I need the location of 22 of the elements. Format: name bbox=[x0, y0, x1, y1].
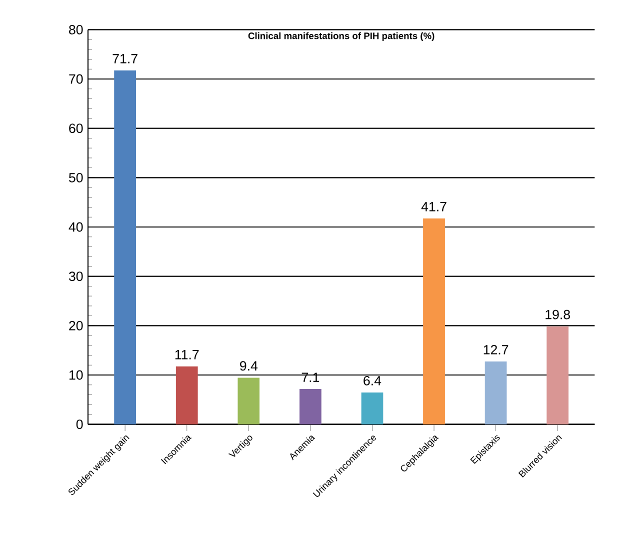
y-tick-label: 70 bbox=[69, 74, 83, 84]
data-label: 41.7 bbox=[421, 202, 446, 212]
y-tick-label: 40 bbox=[68, 222, 83, 232]
data-label: 9.4 bbox=[240, 361, 258, 371]
data-label: 6.4 bbox=[364, 376, 382, 386]
chart-title: Clinical manifestations of PIH patients (%) bbox=[248, 32, 434, 42]
data-label: 11.7 bbox=[175, 350, 199, 360]
bar bbox=[176, 366, 198, 424]
y-tick-label: 50 bbox=[69, 172, 83, 182]
data-label: 12.7 bbox=[484, 345, 508, 354]
y-tick-label: 80 bbox=[69, 24, 83, 34]
y-tick-label: 10 bbox=[69, 370, 83, 380]
y-tick-label: 0 bbox=[76, 420, 83, 430]
y-tick-label: 30 bbox=[68, 272, 83, 282]
y-tick-label: 60 bbox=[69, 124, 83, 134]
data-label: 71.7 bbox=[112, 54, 138, 64]
bar bbox=[114, 70, 136, 424]
bar bbox=[423, 218, 445, 424]
data-label: 19.8 bbox=[546, 310, 570, 320]
y-tick-label: 20 bbox=[69, 320, 83, 330]
bar bbox=[238, 378, 260, 424]
bar bbox=[484, 361, 507, 424]
